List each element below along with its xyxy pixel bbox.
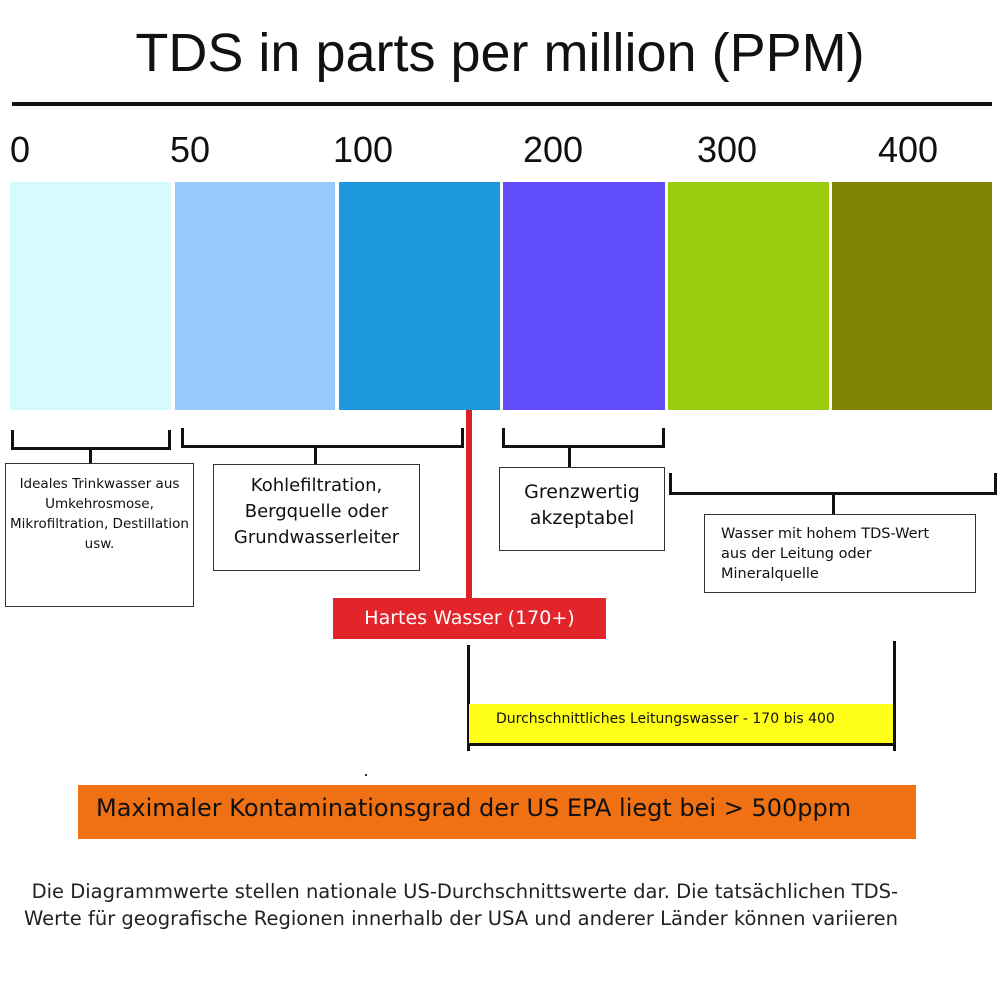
title-divider [12, 102, 992, 106]
ideal-water-box: Ideales Trinkwasser aus Umkehrosmose, Mi… [5, 463, 194, 607]
tick-0: 0 [10, 129, 31, 170]
tap-range-right-edge [893, 641, 896, 751]
scale-segment-50-100 [175, 182, 335, 410]
epa-limit-banner: Maximaler Kontaminationsgrad der US EPA … [78, 785, 916, 839]
carbon-filtration-text: Kohlefiltration, Bergquelle oder Grundwa… [233, 475, 400, 548]
tap-range-left-edge [467, 645, 470, 751]
bracket-carbon-stem [314, 445, 317, 464]
scale-segment-400-plus [832, 182, 992, 410]
footnote: Die Diagrammwerte stellen nationale US-D… [24, 880, 898, 930]
bracket-borderline-stem [568, 445, 571, 467]
tap-water-range-band: Durchschnittliches Leitungswasser - 170 … [469, 704, 893, 746]
hard-water-marker-line [466, 410, 472, 600]
scale-segment-200-300 [503, 182, 665, 410]
bracket-high-tds-stem [832, 492, 835, 514]
tick-50: 50 [170, 129, 211, 170]
page-title: TDS in parts per million (PPM) [135, 23, 865, 83]
scale-segment-100-200 [339, 182, 500, 410]
high-tds-text: Wasser mit hohem TDS-Wert aus der Leitun… [721, 526, 930, 582]
tick-300: 300 [697, 129, 758, 170]
scale-segment-0-50 [10, 182, 171, 410]
scale-segment-300-400 [668, 182, 829, 410]
ideal-water-text: Ideales Trinkwasser aus Umkehrosmose, Mi… [10, 476, 189, 552]
carbon-filtration-box: Kohlefiltration, Bergquelle oder Grundwa… [213, 464, 420, 571]
borderline-text: Grenzwertig akzeptabel [524, 481, 640, 529]
borderline-box: Grenzwertig akzeptabel [499, 467, 665, 551]
tick-100: 100 [333, 129, 394, 170]
hard-water-label: Hartes Wasser (170+) [333, 598, 606, 639]
bracket-ideal-stem [89, 447, 92, 463]
tick-200: 200 [523, 129, 584, 170]
high-tds-box: Wasser mit hohem TDS-Wert aus der Leitun… [704, 514, 976, 593]
tick-400: 400 [878, 129, 939, 170]
bracket-borderline [502, 428, 665, 448]
bracket-carbon [181, 428, 464, 448]
stray-dot [365, 774, 367, 776]
